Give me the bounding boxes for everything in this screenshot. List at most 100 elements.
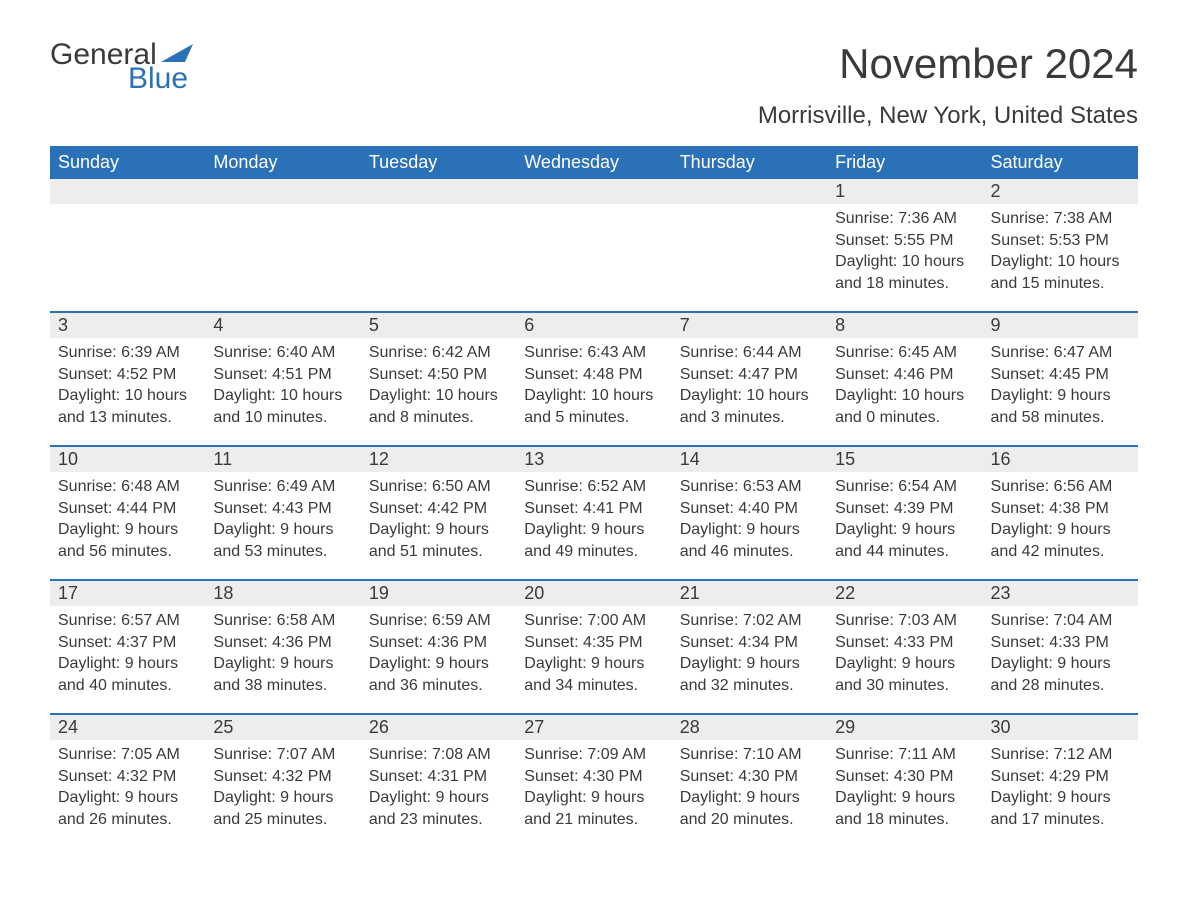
sunrise-line: Sunrise: 7:38 AM	[991, 208, 1130, 230]
daylight-line-1: Daylight: 9 hours	[680, 653, 819, 675]
sunrise-line: Sunrise: 6:47 AM	[991, 342, 1130, 364]
daylight-line-1: Daylight: 9 hours	[524, 653, 663, 675]
day-number: 5	[361, 312, 516, 338]
day-number: 3	[50, 312, 205, 338]
sunset-line: Sunset: 4:31 PM	[369, 766, 508, 788]
empty-day	[361, 179, 516, 204]
logo-text-blue: Blue	[128, 64, 193, 94]
day-details: Sunrise: 7:08 AMSunset: 4:31 PMDaylight:…	[361, 740, 516, 848]
day-details: Sunrise: 7:04 AMSunset: 4:33 PMDaylight:…	[983, 606, 1138, 714]
sunrise-line: Sunrise: 6:39 AM	[58, 342, 197, 364]
day-details: Sunrise: 6:44 AMSunset: 4:47 PMDaylight:…	[672, 338, 827, 446]
day-number: 1	[827, 179, 982, 204]
day-details: Sunrise: 6:43 AMSunset: 4:48 PMDaylight:…	[516, 338, 671, 446]
daylight-line-1: Daylight: 9 hours	[835, 787, 974, 809]
daylight-line-2: and 28 minutes.	[991, 675, 1130, 697]
daylight-line-2: and 8 minutes.	[369, 407, 508, 429]
day-details: Sunrise: 6:40 AMSunset: 4:51 PMDaylight:…	[205, 338, 360, 446]
day-details: Sunrise: 7:38 AMSunset: 5:53 PMDaylight:…	[983, 204, 1138, 312]
day-number: 8	[827, 312, 982, 338]
day-details: Sunrise: 7:05 AMSunset: 4:32 PMDaylight:…	[50, 740, 205, 848]
empty-day	[361, 204, 516, 312]
day-number: 21	[672, 580, 827, 606]
empty-day	[205, 204, 360, 312]
day-details: Sunrise: 7:10 AMSunset: 4:30 PMDaylight:…	[672, 740, 827, 848]
sunrise-line: Sunrise: 7:03 AM	[835, 610, 974, 632]
daylight-line-1: Daylight: 9 hours	[213, 653, 352, 675]
sunrise-line: Sunrise: 6:48 AM	[58, 476, 197, 498]
daylight-line-2: and 10 minutes.	[213, 407, 352, 429]
daylight-line-2: and 21 minutes.	[524, 809, 663, 831]
sunset-line: Sunset: 4:52 PM	[58, 364, 197, 386]
daylight-line-1: Daylight: 9 hours	[991, 787, 1130, 809]
sunset-line: Sunset: 4:30 PM	[835, 766, 974, 788]
sunset-line: Sunset: 4:51 PM	[213, 364, 352, 386]
daylight-line-2: and 25 minutes.	[213, 809, 352, 831]
day-details: Sunrise: 7:07 AMSunset: 4:32 PMDaylight:…	[205, 740, 360, 848]
calendar-header: SundayMondayTuesdayWednesdayThursdayFrid…	[50, 146, 1138, 179]
daylight-line-1: Daylight: 9 hours	[58, 787, 197, 809]
daylight-line-1: Daylight: 9 hours	[991, 519, 1130, 541]
sunrise-line: Sunrise: 6:50 AM	[369, 476, 508, 498]
title-block: November 2024	[839, 40, 1138, 88]
sunrise-line: Sunrise: 6:44 AM	[680, 342, 819, 364]
empty-day	[50, 179, 205, 204]
sunrise-line: Sunrise: 7:07 AM	[213, 744, 352, 766]
day-details: Sunrise: 6:42 AMSunset: 4:50 PMDaylight:…	[361, 338, 516, 446]
sunset-line: Sunset: 4:38 PM	[991, 498, 1130, 520]
sunset-line: Sunset: 4:42 PM	[369, 498, 508, 520]
daylight-line-1: Daylight: 9 hours	[58, 519, 197, 541]
day-number: 6	[516, 312, 671, 338]
daylight-line-1: Daylight: 9 hours	[991, 653, 1130, 675]
sunset-line: Sunset: 4:44 PM	[58, 498, 197, 520]
day-number: 14	[672, 446, 827, 472]
daylight-line-2: and 38 minutes.	[213, 675, 352, 697]
day-details: Sunrise: 6:59 AMSunset: 4:36 PMDaylight:…	[361, 606, 516, 714]
day-number: 17	[50, 580, 205, 606]
sunset-line: Sunset: 4:50 PM	[369, 364, 508, 386]
day-details: Sunrise: 7:03 AMSunset: 4:33 PMDaylight:…	[827, 606, 982, 714]
sunrise-line: Sunrise: 6:42 AM	[369, 342, 508, 364]
weekday-header: Thursday	[672, 146, 827, 179]
sunset-line: Sunset: 4:48 PM	[524, 364, 663, 386]
daylight-line-2: and 46 minutes.	[680, 541, 819, 563]
day-number: 29	[827, 714, 982, 740]
sunset-line: Sunset: 4:32 PM	[213, 766, 352, 788]
daylight-line-1: Daylight: 10 hours	[213, 385, 352, 407]
daylight-line-1: Daylight: 9 hours	[213, 519, 352, 541]
sunrise-line: Sunrise: 6:54 AM	[835, 476, 974, 498]
day-details: Sunrise: 6:54 AMSunset: 4:39 PMDaylight:…	[827, 472, 982, 580]
sunset-line: Sunset: 4:39 PM	[835, 498, 974, 520]
daylight-line-2: and 53 minutes.	[213, 541, 352, 563]
sunset-line: Sunset: 5:53 PM	[991, 230, 1130, 252]
daylight-line-2: and 18 minutes.	[835, 273, 974, 295]
day-number: 30	[983, 714, 1138, 740]
sunrise-line: Sunrise: 7:09 AM	[524, 744, 663, 766]
sunset-line: Sunset: 4:36 PM	[213, 632, 352, 654]
daylight-line-2: and 40 minutes.	[58, 675, 197, 697]
day-details: Sunrise: 6:48 AMSunset: 4:44 PMDaylight:…	[50, 472, 205, 580]
weekday-header: Sunday	[50, 146, 205, 179]
daylight-line-2: and 51 minutes.	[369, 541, 508, 563]
logo: General Blue	[50, 40, 193, 94]
sunset-line: Sunset: 5:55 PM	[835, 230, 974, 252]
daylight-line-2: and 56 minutes.	[58, 541, 197, 563]
sunrise-line: Sunrise: 7:10 AM	[680, 744, 819, 766]
daylight-line-2: and 49 minutes.	[524, 541, 663, 563]
empty-day	[516, 179, 671, 204]
sunrise-line: Sunrise: 7:08 AM	[369, 744, 508, 766]
daylight-line-1: Daylight: 9 hours	[58, 653, 197, 675]
page-title: November 2024	[839, 40, 1138, 88]
weekday-header: Saturday	[983, 146, 1138, 179]
day-details: Sunrise: 6:45 AMSunset: 4:46 PMDaylight:…	[827, 338, 982, 446]
weekday-header: Friday	[827, 146, 982, 179]
daylight-line-2: and 30 minutes.	[835, 675, 974, 697]
day-details: Sunrise: 6:49 AMSunset: 4:43 PMDaylight:…	[205, 472, 360, 580]
daylight-line-1: Daylight: 9 hours	[369, 653, 508, 675]
daylight-line-2: and 5 minutes.	[524, 407, 663, 429]
day-number: 19	[361, 580, 516, 606]
day-details: Sunrise: 7:11 AMSunset: 4:30 PMDaylight:…	[827, 740, 982, 848]
daylight-line-1: Daylight: 9 hours	[680, 519, 819, 541]
day-details: Sunrise: 6:58 AMSunset: 4:36 PMDaylight:…	[205, 606, 360, 714]
sunset-line: Sunset: 4:30 PM	[680, 766, 819, 788]
